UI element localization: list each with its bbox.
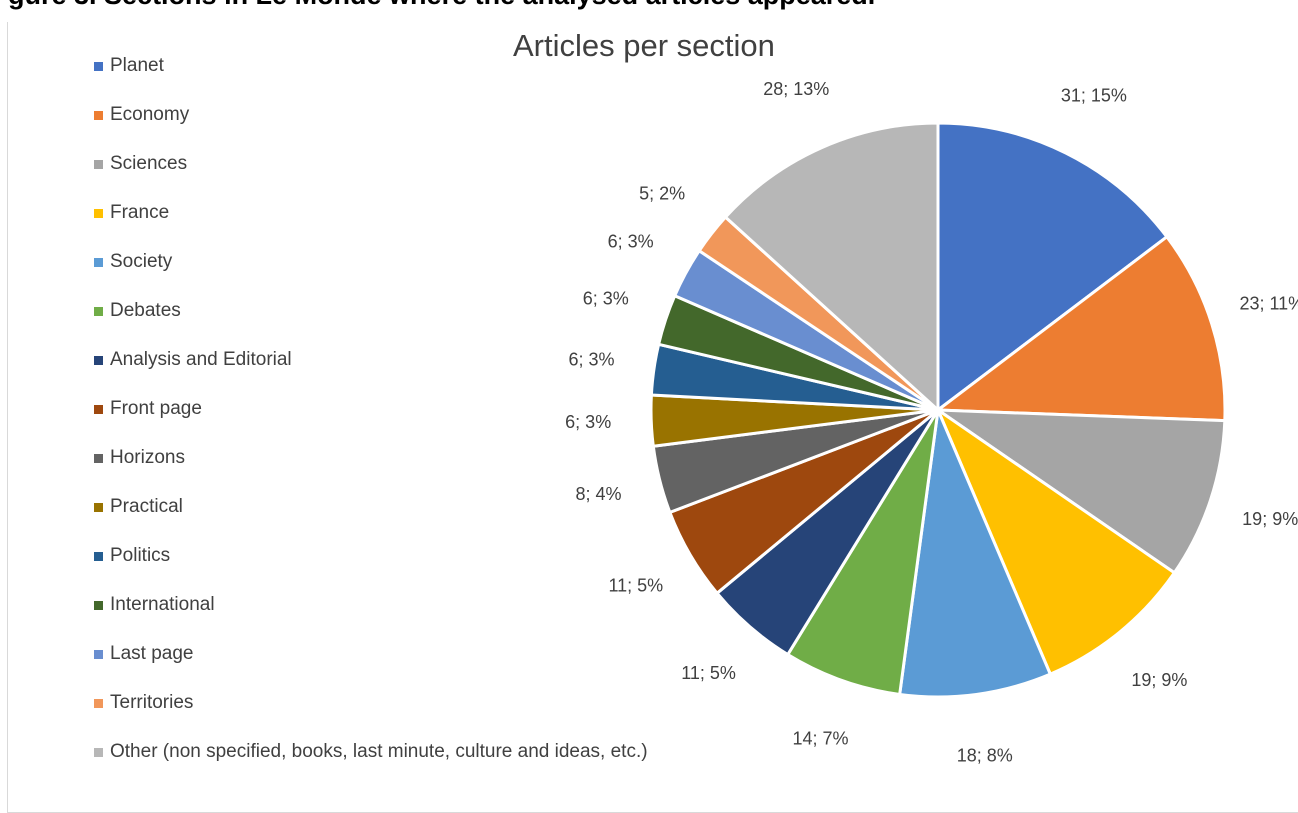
legend-label-11: International <box>110 594 215 615</box>
legend-item-5: Debates <box>94 298 181 324</box>
data-label-6: 11; 5% <box>681 663 736 683</box>
pie-slice-1 <box>936 235 1227 423</box>
legend-label-14: Other (non specified, books, last minute… <box>110 741 648 762</box>
legend-swatch-0 <box>94 61 103 71</box>
legend-item-11: International <box>94 592 215 618</box>
pie-slice-14 <box>723 121 940 412</box>
pie-slice-0 <box>936 121 1169 412</box>
data-label-11: 6; 3% <box>583 289 629 309</box>
data-label-3: 19; 9% <box>1131 670 1187 690</box>
legend-label-10: Politics <box>110 545 171 566</box>
legend-item-6: Analysis and Editorial <box>94 347 292 373</box>
legend-label-12: Last page <box>110 643 194 664</box>
legend-label-13: Territories <box>110 692 194 713</box>
legend-label-0: Planet <box>110 55 164 76</box>
data-label-12: 6; 3% <box>608 231 654 251</box>
legend-swatch-12 <box>94 649 103 659</box>
legend-item-7: Front page <box>94 396 202 422</box>
legend-item-13: Territories <box>94 690 193 716</box>
legend-swatch-3 <box>94 208 103 218</box>
data-label-5: 14; 7% <box>792 728 848 748</box>
data-label-13: 5; 2% <box>639 183 685 203</box>
pie-slice-4 <box>898 408 1052 699</box>
legend-label-6: Analysis and Editorial <box>110 349 292 370</box>
pie-slice-5 <box>786 408 940 696</box>
legend-label-1: Economy <box>110 104 190 125</box>
legend-swatch-6 <box>94 355 103 365</box>
data-label-7: 11; 5% <box>608 575 663 595</box>
data-label-4: 18; 8% <box>957 746 1013 766</box>
legend-item-2: Sciences <box>94 151 187 177</box>
legend-item-10: Politics <box>94 543 170 569</box>
legend-item-0: Planet <box>94 53 164 79</box>
legend-item-8: Horizons <box>94 445 185 471</box>
data-label-14: 28; 13% <box>763 79 829 99</box>
legend-item-12: Last page <box>94 641 193 667</box>
legend-swatch-9 <box>94 502 103 512</box>
chart-title: Articles per section <box>513 28 775 63</box>
legend-swatch-14 <box>94 747 103 757</box>
legend-swatch-10 <box>94 551 103 561</box>
data-label-9: 6; 3% <box>565 412 611 432</box>
data-label-0: 31; 15% <box>1061 85 1127 105</box>
data-label-1: 23; 11% <box>1239 294 1298 314</box>
legend-item-3: France <box>94 200 169 226</box>
legend-swatch-2 <box>94 159 103 169</box>
legend-swatch-1 <box>94 110 103 120</box>
legend-swatch-4 <box>94 257 103 267</box>
legend-label-7: Front page <box>110 398 202 419</box>
figure-caption-strip: gure 3. Sections in Le Monde where the a… <box>0 0 1298 30</box>
pie-slice-2 <box>936 408 1227 575</box>
legend-item-4: Society <box>94 249 172 275</box>
legend-label-2: Sciences <box>110 153 188 174</box>
legend-label-8: Horizons <box>110 447 185 468</box>
legend-item-9: Practical <box>94 494 183 520</box>
legend-label-9: Practical <box>110 496 183 517</box>
legend-swatch-7 <box>94 404 103 414</box>
data-label-2: 19; 9% <box>1242 509 1298 529</box>
legend-label-4: Society <box>110 251 173 272</box>
legend-swatch-13 <box>94 698 103 708</box>
figure-caption: gure 3. Sections in Le Monde where the a… <box>8 0 875 11</box>
legend-swatch-11 <box>94 600 103 610</box>
legend-swatch-8 <box>94 453 103 463</box>
legend-label-3: France <box>110 202 170 223</box>
data-label-10: 6; 3% <box>568 349 614 369</box>
pie-slice-3 <box>936 408 1176 676</box>
legend-swatch-5 <box>94 306 103 316</box>
data-label-8: 8; 4% <box>575 484 621 504</box>
legend-label-5: Debates <box>110 300 181 321</box>
legend-item-14: Other (non specified, books, last minute… <box>94 739 648 765</box>
legend-item-1: Economy <box>94 102 189 128</box>
